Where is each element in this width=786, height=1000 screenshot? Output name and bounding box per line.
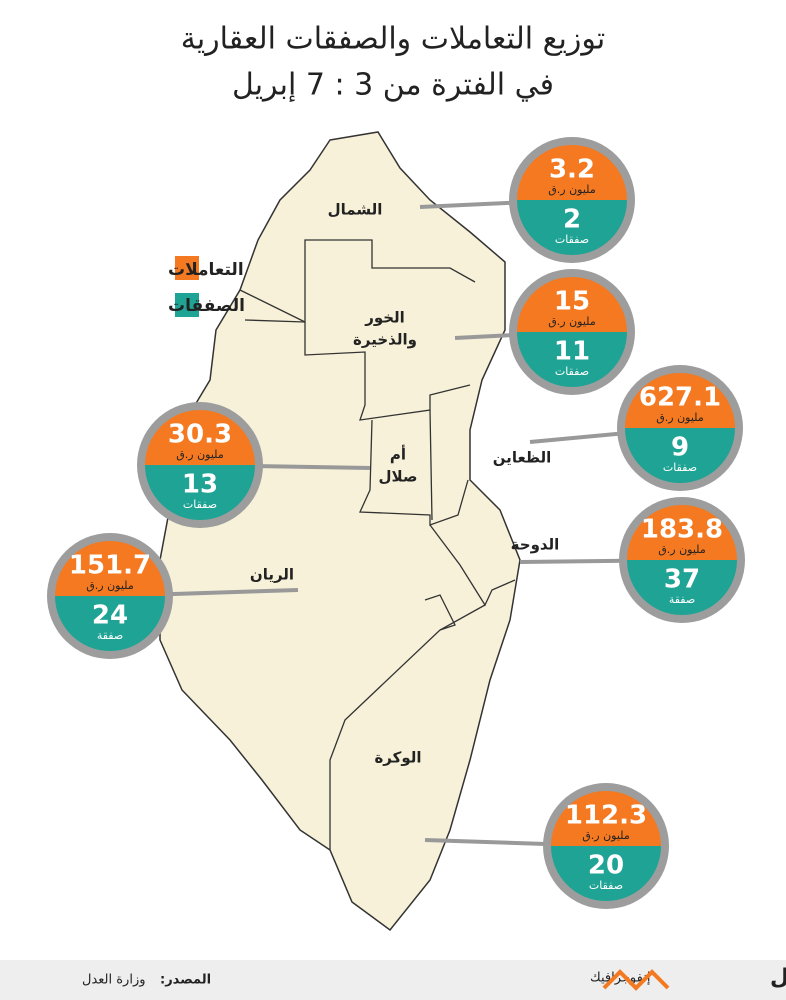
footer-tag: إنفوجرافيك xyxy=(590,971,650,986)
region-name: صلال xyxy=(379,468,418,486)
value: 3.2 xyxy=(549,155,595,185)
region-name: الريان xyxy=(250,566,294,584)
badge-top xyxy=(517,277,627,332)
badge-bottom xyxy=(627,560,737,615)
region-name: الشمال xyxy=(328,201,383,219)
value: 15 xyxy=(554,287,590,317)
map xyxy=(159,131,521,932)
value-unit: مليون ر.ق xyxy=(548,315,596,328)
region-name: أم xyxy=(390,445,406,464)
value-unit: مليون ر.ق xyxy=(86,579,134,592)
value: 627.1 xyxy=(639,383,721,413)
count: 20 xyxy=(588,851,624,881)
legend-label: التعاملات xyxy=(168,260,244,280)
badge-bottom xyxy=(55,596,165,651)
value-unit: مليون ر.ق xyxy=(176,448,224,461)
badge-top xyxy=(517,145,627,200)
value-unit: مليون ر.ق xyxy=(582,829,630,842)
title-line: في الفترة من 3 : 7 إبريل xyxy=(232,68,554,103)
source-label: المصدر: xyxy=(160,973,211,988)
qatar-outline xyxy=(159,131,521,932)
count-label: صفقة xyxy=(97,629,123,642)
badge-bottom xyxy=(517,200,627,255)
title-line: توزيع التعاملات والصفقات العقارية xyxy=(181,22,606,57)
badge-top xyxy=(627,505,737,560)
value: 112.3 xyxy=(565,801,647,831)
footer-bar xyxy=(0,960,786,1000)
count-label: صفقات xyxy=(589,879,623,892)
value: 183.8 xyxy=(641,515,723,545)
badge-top xyxy=(145,410,255,465)
value: 30.3 xyxy=(168,420,232,450)
count: 2 xyxy=(563,205,581,235)
count-label: صفقات xyxy=(555,233,589,246)
region-name: الوكرة xyxy=(374,749,421,767)
count-label: صفقات xyxy=(663,461,697,474)
count: 37 xyxy=(664,565,700,595)
borders xyxy=(239,239,516,850)
region-name: الظعاين xyxy=(493,449,552,467)
value-unit: مليون ر.ق xyxy=(658,543,706,556)
badge-bottom xyxy=(145,465,255,520)
badge-bottom xyxy=(625,428,735,483)
legend-swatch xyxy=(175,256,199,280)
value-unit: مليون ر.ق xyxy=(548,183,596,196)
region-name: الخور xyxy=(364,309,405,327)
count-label: صفقات xyxy=(183,498,217,511)
brand: لوسيل xyxy=(770,965,786,990)
count-label: صفقة xyxy=(669,593,695,606)
count: 9 xyxy=(671,433,689,463)
badge-top xyxy=(551,791,661,846)
badge-top xyxy=(625,373,735,428)
brand-icon xyxy=(602,969,670,991)
value-unit: مليون ر.ق xyxy=(656,411,704,424)
badge-bottom xyxy=(517,332,627,387)
count: 11 xyxy=(554,337,590,367)
count: 13 xyxy=(182,470,218,500)
value: 151.7 xyxy=(69,551,151,581)
legend-label: الصفقات xyxy=(168,296,245,316)
source: وزارة العدل xyxy=(82,973,146,988)
badge-top xyxy=(55,541,165,596)
count: 24 xyxy=(92,601,128,631)
count-label: صفقات xyxy=(555,365,589,378)
legend-swatch xyxy=(175,293,199,317)
region-name: الدوحة xyxy=(511,536,560,554)
region-name: والذخيرة xyxy=(353,331,417,349)
badge-bottom xyxy=(551,846,661,901)
